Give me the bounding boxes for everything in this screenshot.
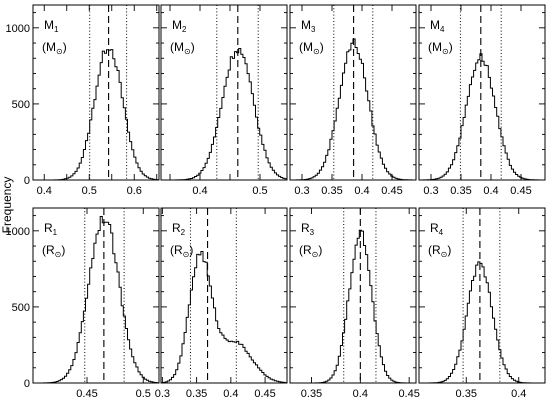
panel-m4: 0.3 0.35 0.4 0.45 M4 (M⊙) <box>418 4 546 197</box>
panel-m3: 0.3 0.35 0.4 0.45 M3 (M⊙) <box>289 4 417 197</box>
panel-unit-m4: (M⊙) <box>428 40 453 56</box>
panel-unit-r2: (R⊙) <box>170 243 193 259</box>
panel-m1: 0.4 0.5 0.6 0 500 1000 M1 (M⊙) <box>6 4 160 197</box>
x-tick-label: 0.4 <box>483 185 498 197</box>
y-tick-label: 500 <box>12 302 30 314</box>
x-tick-label: 0.5 <box>136 388 151 400</box>
panel-unit-m3: (M⊙) <box>299 40 324 56</box>
panel-unit-m2: (M⊙) <box>170 40 195 56</box>
panel-label-m2: M2 <box>172 18 187 34</box>
panel-frame <box>32 4 160 181</box>
x-tick-label: 0.3 <box>423 185 438 197</box>
histogram-r4 <box>419 261 545 384</box>
histogram-m2 <box>161 48 287 181</box>
panel-r2: 0.3 0.35 0.4 0.45 R2 (R⊙) <box>155 207 288 400</box>
panel-frame <box>289 207 417 384</box>
panel-label-r1: R1 <box>44 221 58 237</box>
x-tick-label: 0.45 <box>510 185 531 197</box>
x-tick-label: 0.35 <box>186 388 207 400</box>
histogram-m4 <box>419 53 545 181</box>
x-tick-label: 0.4 <box>192 185 207 197</box>
panel-unit-r1: (R⊙) <box>42 243 65 259</box>
panel-label-r4: R4 <box>430 221 444 237</box>
panel-frame <box>160 207 288 384</box>
x-tick-label: 0.4 <box>354 185 369 197</box>
panel-frame <box>418 4 546 181</box>
panel-label-m4: M4 <box>430 18 445 34</box>
x-tick-label: 0.4 <box>37 185 52 197</box>
panel-frame <box>160 4 288 181</box>
panel-r1: 0.45 0.5 0 500 1000 R1 (R⊙) <box>6 207 160 400</box>
histogram-m3 <box>290 38 416 181</box>
y-tick-label: 500 <box>12 99 30 111</box>
panel-unit-r3: (R⊙) <box>299 243 322 259</box>
y-tick-label: 0 <box>24 175 30 187</box>
x-tick-label: 0.4 <box>511 388 526 400</box>
panel-label-m1: M1 <box>44 18 59 34</box>
panel-unit-m1: (M⊙) <box>42 40 67 56</box>
panel-unit-r4: (R⊙) <box>428 243 451 259</box>
y-tick-label: 1000 <box>6 23 30 35</box>
x-tick-label: 0.35 <box>450 185 471 197</box>
histogram-r2 <box>161 251 287 384</box>
histogram-r1 <box>33 216 159 384</box>
panel-frame <box>32 207 160 384</box>
panel-r4: 0.35 0.4 R4 (R⊙) <box>418 207 546 400</box>
x-tick-label: 0.35 <box>321 185 342 197</box>
panel-label-r2: R2 <box>172 221 186 237</box>
x-tick-label: 0.45 <box>398 388 419 400</box>
x-tick-label: 0.4 <box>353 388 368 400</box>
y-tick-label: 0 <box>24 378 30 390</box>
x-tick-label: 0.45 <box>76 388 97 400</box>
panel-label-r3: R3 <box>301 221 315 237</box>
y-axis-label: Frequency <box>0 177 14 234</box>
y-tick-label: 1000 <box>6 226 30 238</box>
x-tick-label: 0.4 <box>223 388 238 400</box>
x-tick-label: 0.35 <box>456 388 477 400</box>
x-tick-label: 0.45 <box>254 388 275 400</box>
x-tick-label: 0.6 <box>127 185 142 197</box>
histogram-m1 <box>33 49 159 181</box>
panel-m2: 0.4 0.5 M2 (M⊙) <box>160 4 288 197</box>
panel-frame <box>418 207 546 384</box>
x-tick-label: 0.5 <box>252 185 267 197</box>
panel-frame <box>289 4 417 181</box>
x-tick-label: 0.3 <box>294 185 309 197</box>
x-tick-label: 0.35 <box>301 388 322 400</box>
x-tick-label: 0.5 <box>82 185 97 197</box>
panel-label-m3: M3 <box>301 18 316 34</box>
panel-r3: 0.35 0.4 0.45 R3 (R⊙) <box>289 207 420 400</box>
x-tick-label: 0.45 <box>381 185 402 197</box>
x-tick-label: 0.3 <box>155 388 170 400</box>
